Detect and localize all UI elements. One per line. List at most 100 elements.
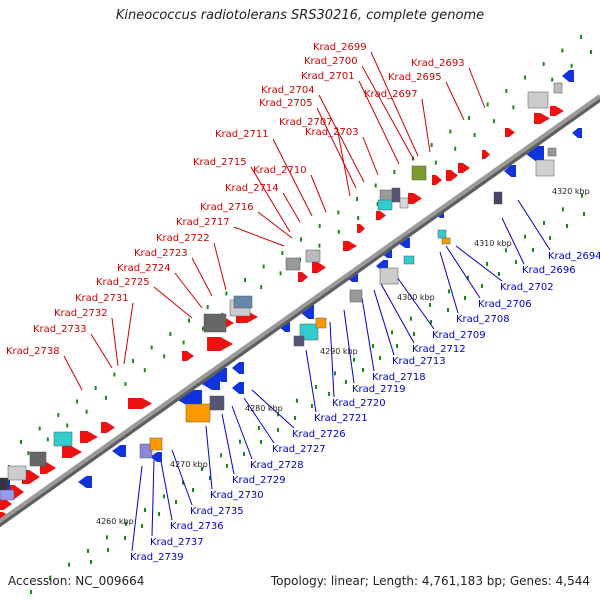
gene-box	[391, 187, 401, 203]
tick-dot	[87, 549, 89, 553]
gene-box	[493, 191, 503, 205]
tick-dot	[175, 500, 177, 504]
reverse-gene-label[interactable]: Krad_2709	[432, 330, 486, 341]
forward-gene-label[interactable]: Krad_2722	[156, 233, 210, 244]
reverse-gene-label[interactable]: Krad_2706	[478, 299, 532, 310]
reverse-gene-label[interactable]: Krad_2730	[210, 490, 264, 501]
forward-gene-arrow	[458, 163, 470, 173]
gene-box	[139, 443, 153, 459]
forward-gene-arrow	[0, 498, 12, 510]
forward-gene-label[interactable]: Krad_2716	[200, 202, 254, 213]
reverse-leader-line	[205, 425, 213, 490]
gene-box	[293, 335, 305, 347]
tick-dot	[150, 345, 153, 350]
forward-gene-label[interactable]: Krad_2705	[259, 98, 313, 109]
reverse-gene-label[interactable]: Krad_2721	[314, 413, 368, 424]
tick-dot	[583, 212, 585, 216]
tick-dot	[356, 197, 358, 201]
tick-dot	[188, 318, 190, 323]
gene-box	[377, 199, 393, 211]
tick-dot	[192, 488, 194, 492]
reverse-gene-label[interactable]: Krad_2726	[292, 429, 346, 440]
forward-gene-label[interactable]: Krad_2707	[279, 117, 333, 128]
tick-dot	[260, 285, 263, 290]
reverse-gene-label[interactable]: Krad_2712	[412, 344, 466, 355]
forward-gene-label[interactable]: Krad_2697	[364, 89, 418, 100]
forward-gene-arrow	[128, 398, 152, 409]
forward-gene-label[interactable]: Krad_2738	[6, 346, 60, 357]
reverse-gene-label[interactable]: Krad_2728	[250, 460, 304, 471]
forward-gene-label[interactable]: Krad_2733	[33, 324, 87, 335]
tick-dot	[581, 193, 583, 198]
forward-gene-arrow	[80, 431, 98, 443]
reverse-gene-label[interactable]: Krad_2718	[372, 372, 426, 383]
forward-gene-label[interactable]: Krad_2704	[261, 85, 315, 96]
tick-dot	[353, 357, 355, 362]
kbp-label: 4260 kbp	[96, 517, 134, 526]
tick-dot	[486, 262, 488, 266]
map-title: Kineococcus radiotolerans SRS30216, comp…	[115, 8, 485, 23]
forward-gene-label[interactable]: Krad_2711	[215, 129, 269, 140]
gene-box	[547, 147, 557, 157]
tick-dot	[262, 264, 265, 269]
tick-dot	[85, 409, 88, 414]
tick-dot	[113, 372, 116, 377]
reverse-gene-label[interactable]: Krad_2737	[150, 537, 204, 548]
reverse-gene-label[interactable]: Krad_2727	[272, 444, 326, 455]
tick-dot	[486, 102, 489, 107]
gene-box	[285, 257, 301, 271]
reverse-gene-arrow	[78, 476, 92, 488]
tick-dot	[448, 289, 450, 294]
tick-dot	[318, 224, 321, 228]
kbp-label: 4280 kbp	[245, 404, 283, 413]
tick-dot	[143, 368, 146, 373]
forward-gene-label[interactable]: Krad_2724	[117, 263, 171, 274]
reverse-gene-label[interactable]: Krad_2713	[392, 356, 446, 367]
forward-gene-arrow	[298, 272, 308, 282]
forward-gene-label[interactable]: Krad_2700	[304, 56, 358, 67]
tick-dot	[337, 229, 340, 234]
forward-gene-label[interactable]: Krad_2714	[225, 183, 279, 194]
reverse-gene-label[interactable]: Krad_2694	[548, 251, 600, 262]
reverse-gene-label[interactable]: Krad_2708	[456, 314, 510, 325]
forward-gene-label[interactable]: Krad_2732	[54, 308, 108, 319]
forward-gene-arrow	[101, 422, 115, 433]
forward-leader-line	[250, 166, 291, 233]
forward-gene-label[interactable]: Krad_2701	[301, 71, 355, 82]
tick-dot	[107, 548, 109, 552]
tick-dot	[429, 303, 431, 307]
tick-dot	[524, 234, 526, 239]
tick-dot	[454, 146, 457, 151]
reverse-gene-label[interactable]: Krad_2735	[190, 506, 244, 517]
reverse-gene-label[interactable]: Krad_2739	[130, 552, 184, 563]
forward-leader-line	[257, 211, 293, 239]
reverse-gene-label[interactable]: Krad_2729	[232, 475, 286, 486]
forward-gene-label[interactable]: Krad_2710	[253, 165, 307, 176]
forward-gene-label[interactable]: Krad_2703	[305, 127, 359, 138]
tick-dot	[318, 243, 321, 248]
reverse-leader-line	[501, 217, 525, 265]
forward-gene-label[interactable]: Krad_2693	[411, 58, 465, 69]
reverse-gene-label[interactable]: Krad_2696	[522, 265, 576, 276]
forward-gene-label[interactable]: Krad_2723	[134, 248, 188, 259]
reverse-gene-label[interactable]: Krad_2702	[500, 282, 554, 293]
forward-gene-label[interactable]: Krad_2715	[193, 157, 247, 168]
tick-dot	[464, 296, 466, 300]
forward-gene-label[interactable]: Krad_2731	[75, 293, 129, 304]
reverse-gene-label[interactable]: Krad_2720	[332, 398, 386, 409]
forward-leader-line	[123, 302, 134, 365]
tick-dot	[90, 560, 92, 564]
reverse-leader-line	[171, 449, 193, 506]
reverse-gene-label[interactable]: Krad_2719	[352, 384, 406, 395]
tick-dot	[38, 426, 41, 431]
tick-dot	[430, 143, 433, 147]
tick-dot	[542, 62, 545, 66]
forward-gene-label[interactable]: Krad_2717	[176, 217, 230, 228]
reverse-gene-label[interactable]: Krad_2736	[170, 521, 224, 532]
forward-gene-label[interactable]: Krad_2695	[388, 72, 442, 83]
forward-gene-label[interactable]: Krad_2725	[96, 277, 150, 288]
forward-gene-label[interactable]: Krad_2699	[313, 42, 367, 53]
reverse-gene-arrow	[112, 445, 126, 457]
tick-dot	[590, 50, 592, 54]
gene-box	[149, 437, 163, 451]
